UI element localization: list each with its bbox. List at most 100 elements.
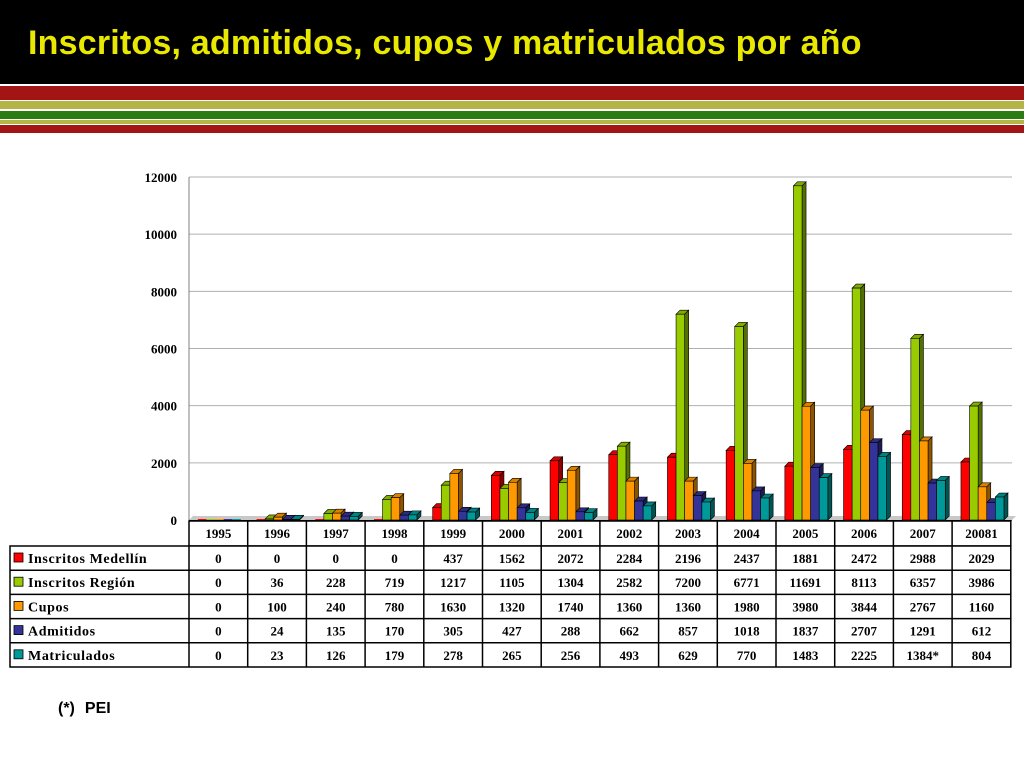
bar (851, 287, 862, 521)
data-label: 0 (215, 575, 222, 590)
legend-label: Admitidos (28, 625, 96, 640)
bar (332, 512, 342, 521)
data-label: 2988 (910, 551, 937, 566)
x-tick-label: 1999 (440, 526, 467, 541)
data-label: 2767 (910, 599, 937, 614)
y-tick-label: 12000 (145, 170, 178, 185)
data-label: 1291 (910, 624, 936, 639)
bar (508, 481, 518, 521)
bar (901, 434, 912, 521)
bar (315, 519, 324, 520)
data-label: 0 (215, 624, 222, 639)
data-label: 437 (443, 551, 463, 566)
legend-label: Matriculados (28, 649, 115, 664)
bar (869, 442, 879, 521)
data-label: 1160 (969, 599, 994, 614)
bar (977, 486, 988, 521)
data-label: 2225 (851, 648, 878, 663)
data-label: 427 (502, 624, 522, 639)
y-tick-label: 6000 (151, 342, 177, 357)
bar-side (944, 475, 950, 521)
data-label: 780 (385, 599, 405, 614)
data-label: 1562 (499, 551, 525, 566)
y-tick-label: 10000 (145, 227, 178, 242)
x-tick-label: 2003 (675, 526, 702, 541)
bar (349, 516, 359, 521)
x-tick-label: 1998 (381, 526, 408, 541)
data-label: 2707 (851, 624, 878, 639)
data-label: 1105 (499, 575, 525, 590)
data-label: 36 (271, 575, 285, 590)
data-label: 126 (326, 648, 346, 663)
bar (725, 450, 736, 521)
legend-key (13, 625, 24, 635)
bar (282, 519, 292, 521)
x-tick-label: 2001 (558, 526, 584, 541)
legend-key (13, 576, 24, 587)
data-label: 228 (326, 575, 346, 590)
bar (382, 499, 392, 521)
data-label: 1837 (792, 624, 819, 639)
decorative-stripes (0, 84, 1024, 134)
data-label: 23 (271, 648, 285, 663)
bar (701, 501, 711, 521)
bar-side (886, 451, 891, 521)
legend-key (13, 649, 24, 660)
bar (743, 463, 753, 521)
bar (960, 461, 970, 521)
data-label: 1360 (616, 599, 642, 614)
data-label: 305 (443, 624, 463, 639)
bar (919, 440, 929, 521)
bar (995, 496, 1005, 521)
bar-side (1003, 492, 1009, 521)
bar (223, 519, 233, 520)
bar (449, 473, 459, 521)
x-tick-label: 1996 (264, 526, 291, 541)
data-label: 8113 (851, 575, 877, 590)
bar (927, 482, 937, 521)
plot-floor (189, 516, 1016, 520)
bar (566, 469, 577, 521)
bar (466, 511, 476, 521)
bar (608, 454, 618, 521)
data-label: 1881 (792, 551, 818, 566)
x-tick-label: 2002 (616, 526, 642, 541)
bar (256, 519, 266, 520)
stripe-olive-top (0, 101, 1024, 109)
data-label: 3986 (968, 575, 995, 590)
data-label: 288 (561, 624, 581, 639)
data-label: 278 (443, 648, 463, 663)
bar (751, 490, 761, 521)
bar (232, 519, 241, 520)
stripe-red-top (0, 86, 1024, 100)
data-label: 1980 (734, 599, 760, 614)
data-label: 256 (561, 648, 581, 663)
bar-side (710, 497, 715, 521)
data-label: 0 (215, 551, 222, 566)
y-tick-label: 2000 (151, 456, 177, 471)
bar (323, 513, 333, 521)
bar (734, 326, 744, 521)
data-label: 493 (620, 648, 640, 663)
data-label: 1217 (440, 575, 467, 590)
footnote: (*) PEI (58, 700, 121, 718)
data-label: 1630 (440, 599, 466, 614)
bar (399, 514, 409, 521)
bar (617, 445, 627, 521)
data-label: 629 (678, 648, 698, 663)
data-label: 179 (385, 648, 405, 663)
bar (684, 480, 694, 521)
bar (936, 480, 946, 521)
data-label: 100 (267, 599, 287, 614)
data-label: 2029 (968, 551, 995, 566)
data-label: 804 (972, 648, 992, 663)
bar (986, 502, 996, 521)
data-label: 2437 (734, 551, 761, 566)
data-label: 857 (678, 624, 698, 639)
bar (860, 409, 870, 521)
stripe-green (0, 111, 1024, 119)
data-label: 2072 (558, 551, 584, 566)
x-tick-label: 1995 (205, 526, 232, 541)
x-tick-label: 2000 (499, 526, 525, 541)
bar (793, 185, 803, 521)
